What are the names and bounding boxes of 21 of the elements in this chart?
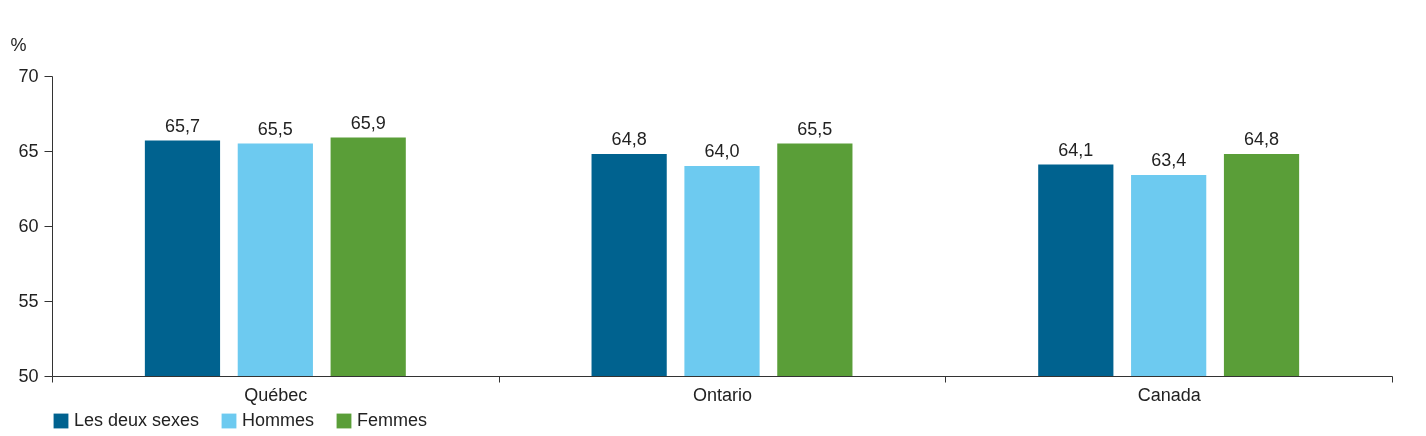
data-label: 65,5 <box>257 118 293 139</box>
legend-label: Les deux sexes <box>74 410 200 430</box>
y-tick-label: 55 <box>18 290 39 311</box>
x-tick-label: Canada <box>1137 384 1202 405</box>
y-tick-label: 60 <box>18 215 39 236</box>
data-label: 64,8 <box>611 129 647 149</box>
data-label: 64,1 <box>1058 139 1094 160</box>
data-label: 64,8 <box>1244 129 1280 149</box>
data-label: 65,5 <box>797 118 833 139</box>
data-label: 65,7 <box>164 115 200 136</box>
y-tick-label: 65 <box>18 140 39 161</box>
x-tick-label: Québec <box>244 384 308 405</box>
data-label: 63,4 <box>1151 150 1187 170</box>
legend-label: Hommes <box>242 410 315 430</box>
x-tick-label: Ontario <box>692 384 753 405</box>
legend-label: Femmes <box>357 410 428 430</box>
data-label: 64,0 <box>704 141 740 161</box>
y-tick-label: 50 <box>18 365 39 386</box>
y-tick-label: 70 <box>18 65 39 86</box>
data-label: 65,9 <box>350 112 386 133</box>
y-axis-title: % <box>10 34 27 55</box>
